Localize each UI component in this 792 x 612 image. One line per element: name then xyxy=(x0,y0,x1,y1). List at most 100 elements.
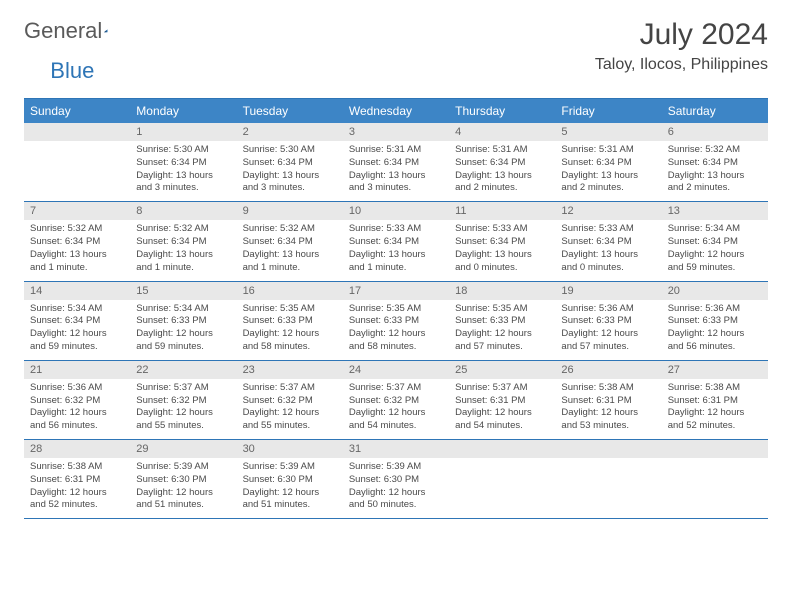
daylight-text: Daylight: 13 hours and 1 minute. xyxy=(349,249,443,275)
calendar-week: 123456Sunrise: 5:30 AMSunset: 6:34 PMDay… xyxy=(24,123,768,202)
sunset-text: Sunset: 6:34 PM xyxy=(136,236,230,249)
daylight-text: Daylight: 12 hours and 50 minutes. xyxy=(349,487,443,513)
sunset-text: Sunset: 6:34 PM xyxy=(561,157,655,170)
daylight-text: Daylight: 13 hours and 0 minutes. xyxy=(561,249,655,275)
page-title: July 2024 xyxy=(595,18,768,52)
day-number: 27 xyxy=(662,361,768,379)
day-number: 25 xyxy=(449,361,555,379)
sunrise-text: Sunrise: 5:37 AM xyxy=(243,382,337,395)
daylight-text: Daylight: 13 hours and 2 minutes. xyxy=(561,170,655,196)
daylight-text: Daylight: 13 hours and 1 minute. xyxy=(243,249,337,275)
day-number: 3 xyxy=(343,123,449,141)
sunset-text: Sunset: 6:33 PM xyxy=(136,315,230,328)
day-details: Sunrise: 5:38 AMSunset: 6:31 PMDaylight:… xyxy=(662,379,768,439)
sunrise-text: Sunrise: 5:31 AM xyxy=(349,144,443,157)
weekday-thu: Thursday xyxy=(449,99,555,123)
sunrise-text: Sunrise: 5:33 AM xyxy=(455,223,549,236)
sunrise-text: Sunrise: 5:39 AM xyxy=(136,461,230,474)
day-details: Sunrise: 5:34 AMSunset: 6:34 PMDaylight:… xyxy=(24,300,130,360)
daylight-text: Daylight: 12 hours and 55 minutes. xyxy=(243,407,337,433)
logo-text-blue: Blue xyxy=(50,58,94,84)
sunrise-text: Sunrise: 5:36 AM xyxy=(30,382,124,395)
day-details: Sunrise: 5:31 AMSunset: 6:34 PMDaylight:… xyxy=(449,141,555,201)
day-number: 11 xyxy=(449,202,555,220)
calendar-week: 78910111213Sunrise: 5:32 AMSunset: 6:34 … xyxy=(24,202,768,281)
day-details: Sunrise: 5:39 AMSunset: 6:30 PMDaylight:… xyxy=(237,458,343,518)
sunrise-text: Sunrise: 5:31 AM xyxy=(561,144,655,157)
daylight-text: Daylight: 12 hours and 55 minutes. xyxy=(136,407,230,433)
sunset-text: Sunset: 6:34 PM xyxy=(136,157,230,170)
day-details: Sunrise: 5:33 AMSunset: 6:34 PMDaylight:… xyxy=(343,220,449,280)
day-number: 17 xyxy=(343,282,449,300)
calendar-week: 14151617181920Sunrise: 5:34 AMSunset: 6:… xyxy=(24,282,768,361)
weekday-wed: Wednesday xyxy=(343,99,449,123)
day-number xyxy=(24,123,130,141)
day-number xyxy=(449,440,555,458)
day-details: Sunrise: 5:37 AMSunset: 6:32 PMDaylight:… xyxy=(237,379,343,439)
sunrise-text: Sunrise: 5:39 AM xyxy=(243,461,337,474)
sunrise-text: Sunrise: 5:35 AM xyxy=(349,303,443,316)
day-number: 21 xyxy=(24,361,130,379)
day-details: Sunrise: 5:33 AMSunset: 6:34 PMDaylight:… xyxy=(449,220,555,280)
daynum-row: 14151617181920 xyxy=(24,282,768,300)
sunrise-text: Sunrise: 5:38 AM xyxy=(30,461,124,474)
weeks-container: 123456Sunrise: 5:30 AMSunset: 6:34 PMDay… xyxy=(24,123,768,519)
sunrise-text: Sunrise: 5:34 AM xyxy=(136,303,230,316)
day-number: 23 xyxy=(237,361,343,379)
sunset-text: Sunset: 6:34 PM xyxy=(561,236,655,249)
day-number: 31 xyxy=(343,440,449,458)
day-number xyxy=(555,440,661,458)
day-number: 9 xyxy=(237,202,343,220)
day-number: 1 xyxy=(130,123,236,141)
sunset-text: Sunset: 6:33 PM xyxy=(455,315,549,328)
sunrise-text: Sunrise: 5:32 AM xyxy=(30,223,124,236)
day-details: Sunrise: 5:31 AMSunset: 6:34 PMDaylight:… xyxy=(555,141,661,201)
logo-triangle-icon xyxy=(104,22,108,40)
weekday-sun: Sunday xyxy=(24,99,130,123)
day-details: Sunrise: 5:36 AMSunset: 6:33 PMDaylight:… xyxy=(662,300,768,360)
day-details: Sunrise: 5:32 AMSunset: 6:34 PMDaylight:… xyxy=(662,141,768,201)
day-details: Sunrise: 5:30 AMSunset: 6:34 PMDaylight:… xyxy=(237,141,343,201)
day-details: Sunrise: 5:37 AMSunset: 6:31 PMDaylight:… xyxy=(449,379,555,439)
sunrise-text: Sunrise: 5:37 AM xyxy=(136,382,230,395)
daylight-text: Daylight: 12 hours and 56 minutes. xyxy=(30,407,124,433)
day-details: Sunrise: 5:32 AMSunset: 6:34 PMDaylight:… xyxy=(24,220,130,280)
daylight-text: Daylight: 12 hours and 51 minutes. xyxy=(243,487,337,513)
sunset-text: Sunset: 6:33 PM xyxy=(349,315,443,328)
day-number: 10 xyxy=(343,202,449,220)
sunrise-text: Sunrise: 5:37 AM xyxy=(455,382,549,395)
day-details: Sunrise: 5:36 AMSunset: 6:33 PMDaylight:… xyxy=(555,300,661,360)
daylight-text: Daylight: 12 hours and 57 minutes. xyxy=(455,328,549,354)
daylight-text: Daylight: 12 hours and 56 minutes. xyxy=(668,328,762,354)
day-details: Sunrise: 5:35 AMSunset: 6:33 PMDaylight:… xyxy=(343,300,449,360)
daynum-row: 28293031 xyxy=(24,440,768,458)
daylight-text: Daylight: 13 hours and 0 minutes. xyxy=(455,249,549,275)
sunset-text: Sunset: 6:34 PM xyxy=(668,236,762,249)
sunrise-text: Sunrise: 5:33 AM xyxy=(349,223,443,236)
daylight-text: Daylight: 13 hours and 1 minute. xyxy=(136,249,230,275)
day-number: 13 xyxy=(662,202,768,220)
sunset-text: Sunset: 6:34 PM xyxy=(243,236,337,249)
day-number: 29 xyxy=(130,440,236,458)
daylight-text: Daylight: 12 hours and 59 minutes. xyxy=(30,328,124,354)
sunset-text: Sunset: 6:34 PM xyxy=(349,157,443,170)
sunset-text: Sunset: 6:34 PM xyxy=(30,315,124,328)
sunset-text: Sunset: 6:32 PM xyxy=(30,395,124,408)
day-details: Sunrise: 5:31 AMSunset: 6:34 PMDaylight:… xyxy=(343,141,449,201)
daylight-text: Daylight: 12 hours and 51 minutes. xyxy=(136,487,230,513)
sunset-text: Sunset: 6:34 PM xyxy=(668,157,762,170)
sunset-text: Sunset: 6:31 PM xyxy=(30,474,124,487)
sunset-text: Sunset: 6:34 PM xyxy=(349,236,443,249)
sunrise-text: Sunrise: 5:36 AM xyxy=(668,303,762,316)
sunrise-text: Sunrise: 5:39 AM xyxy=(349,461,443,474)
daynum-row: 123456 xyxy=(24,123,768,141)
day-number: 4 xyxy=(449,123,555,141)
daylight-text: Daylight: 12 hours and 58 minutes. xyxy=(243,328,337,354)
sunrise-text: Sunrise: 5:35 AM xyxy=(243,303,337,316)
sunrise-text: Sunrise: 5:34 AM xyxy=(30,303,124,316)
calendar-week: 21222324252627Sunrise: 5:36 AMSunset: 6:… xyxy=(24,361,768,440)
sunrise-text: Sunrise: 5:36 AM xyxy=(561,303,655,316)
day-details xyxy=(449,458,555,518)
sunset-text: Sunset: 6:32 PM xyxy=(243,395,337,408)
day-details: Sunrise: 5:35 AMSunset: 6:33 PMDaylight:… xyxy=(237,300,343,360)
